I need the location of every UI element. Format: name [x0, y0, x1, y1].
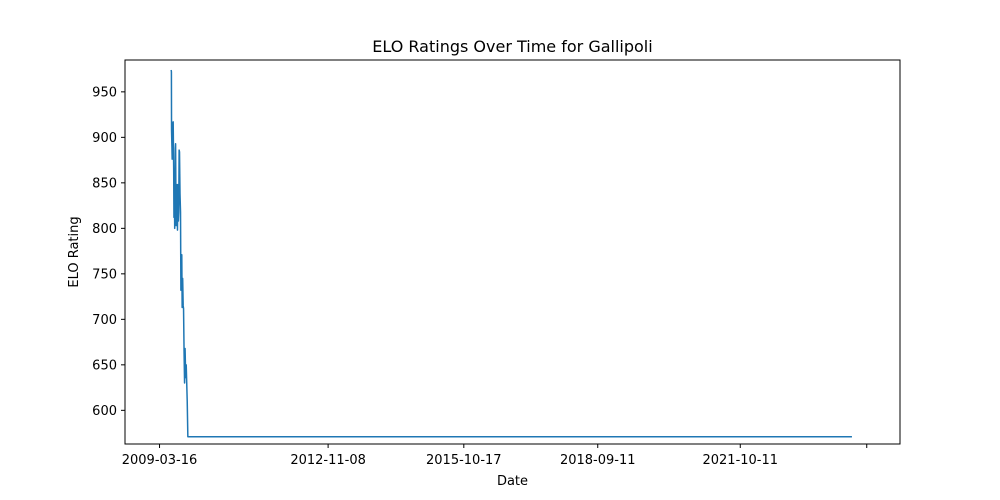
y-tick-label: 600: [92, 404, 117, 419]
series-line-gallipoli: [170, 69, 852, 438]
plot-area: [170, 69, 852, 438]
x-tick-label: 2021-10-11: [702, 453, 778, 468]
y-tick-label: 700: [92, 313, 117, 328]
y-tick-label: 900: [92, 131, 117, 146]
y-tick-label: 950: [92, 85, 117, 100]
x-tick-label: 2009-03-16: [122, 453, 198, 468]
x-tick-label: 2018-09-11: [560, 453, 636, 468]
axes-frame: [124, 59, 901, 445]
y-tick-label: 750: [92, 267, 117, 282]
chart-title: ELO Ratings Over Time for Gallipoli: [372, 37, 652, 56]
y-axis-label: ELO Rating: [67, 216, 82, 287]
x-axis-label: Date: [497, 474, 528, 489]
y-tick-label: 850: [92, 176, 117, 191]
x-axis: 2009-03-16 2012-11-08 2015-10-17 2018-09-11…: [122, 444, 868, 468]
x-tick-label: 2015-10-17: [426, 453, 502, 468]
y-tick-label: 800: [92, 222, 117, 237]
y-tick-label: 650: [92, 358, 117, 373]
y-axis: 600 650 700 750 800 850 900 950: [92, 85, 125, 419]
x-tick-label: 2012-11-08: [290, 453, 366, 468]
